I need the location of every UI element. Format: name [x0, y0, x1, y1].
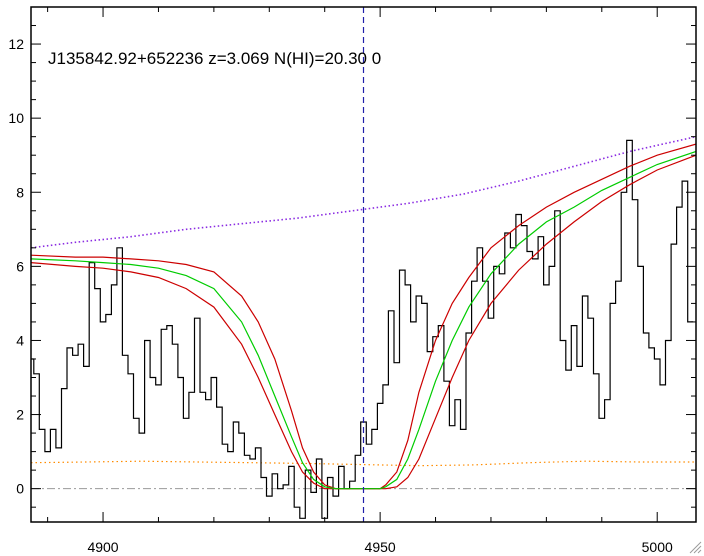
continuum-line	[31, 135, 696, 249]
x-tick-label: 4950	[365, 539, 396, 555]
error-line	[31, 460, 696, 467]
y-tick-label: 0	[16, 481, 24, 497]
y-tick-label: 4	[16, 332, 24, 348]
y-tick-label: 12	[8, 36, 24, 52]
y-tick-label: 2	[16, 407, 24, 423]
flux-spectrum	[31, 139, 694, 519]
plot-frame	[30, 6, 697, 523]
data-layer	[31, 7, 696, 522]
y-tick-label: 8	[16, 184, 24, 200]
y-tick-label: 10	[8, 110, 24, 126]
x-tick-label: 4900	[87, 539, 118, 555]
resize-grip-icon[interactable]	[689, 541, 702, 554]
y-tick-label: 6	[16, 258, 24, 274]
chart-title: J135842.92+652236 z=3.069 N(HI)=20.30 0	[48, 49, 381, 68]
axes-layer: 4900 4950 5000 0 2 4 6 8 10 12	[8, 6, 697, 555]
x-tick-label: 5000	[642, 539, 673, 555]
